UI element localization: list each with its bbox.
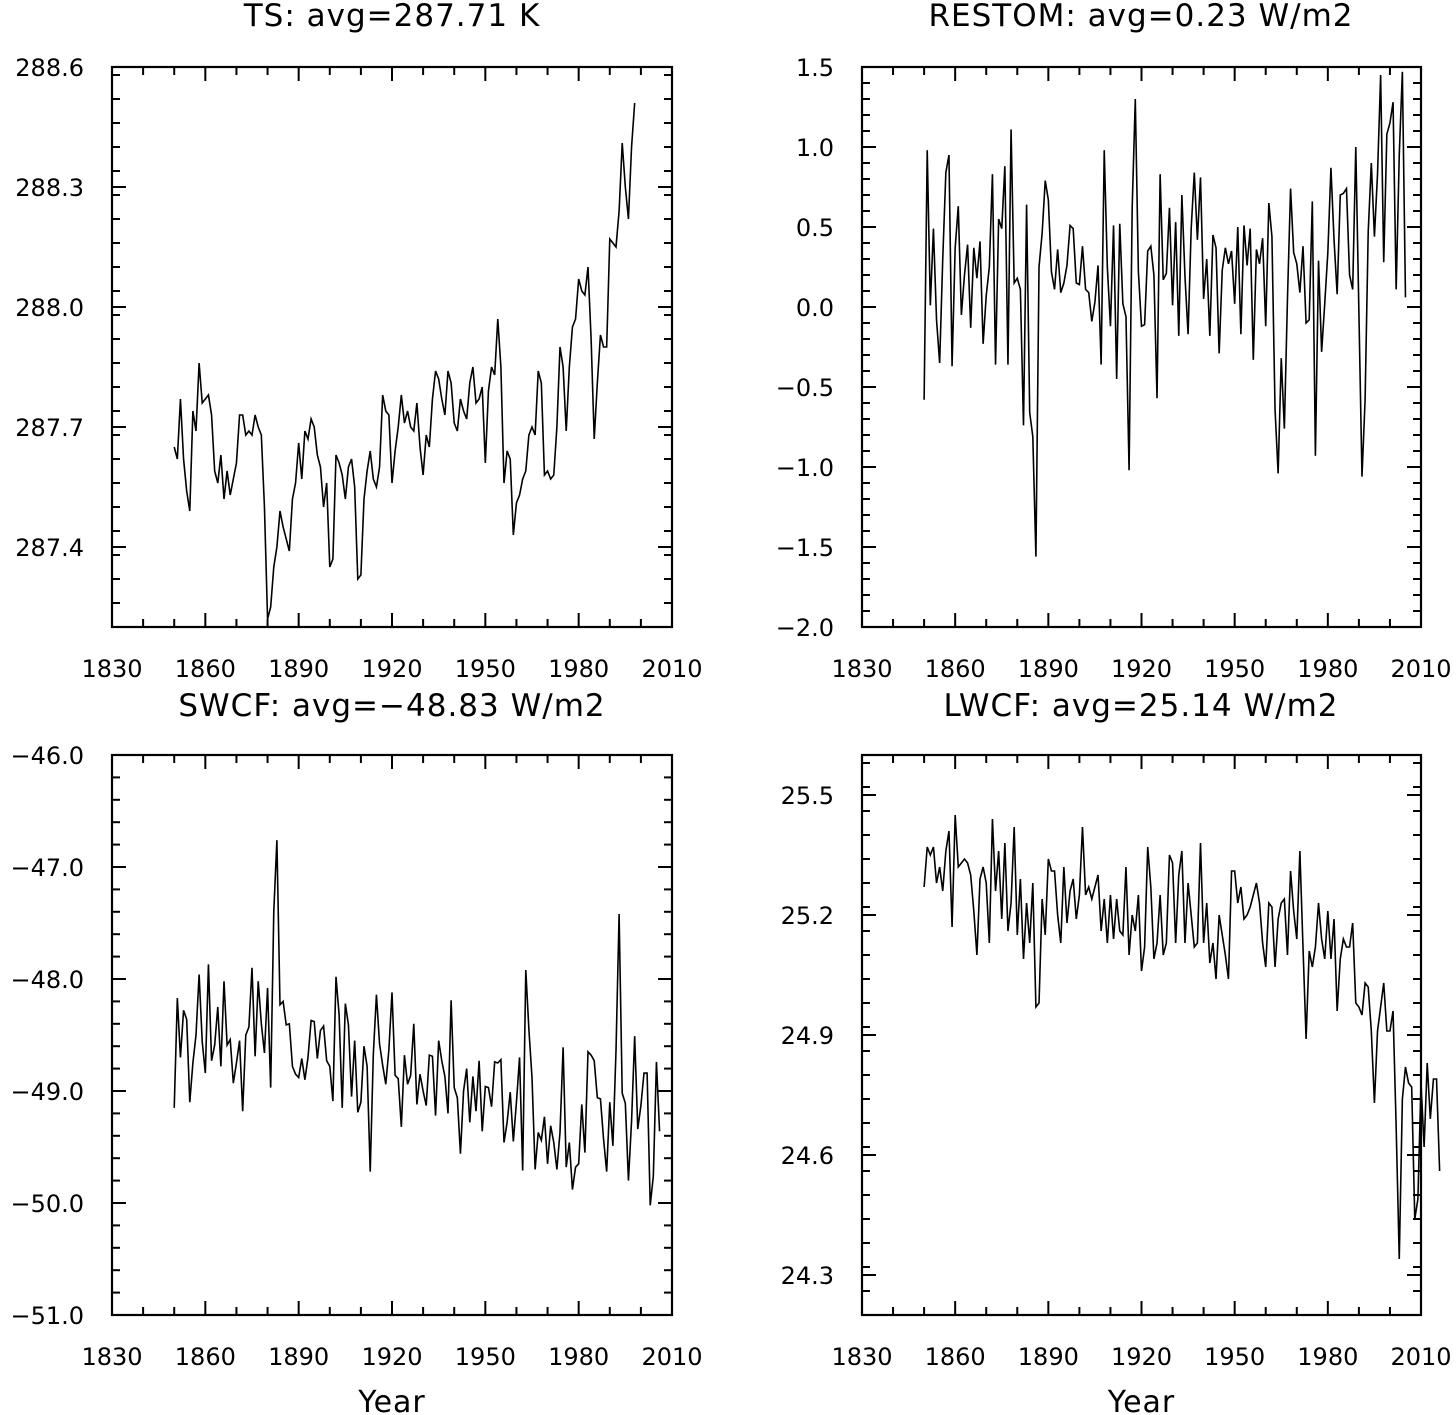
y-tick-label: 25.2 — [781, 902, 834, 930]
series-line — [923, 71, 1407, 557]
x-tick-label: 1980 — [1297, 655, 1358, 683]
y-tick-label: −2.0 — [776, 614, 834, 642]
y-tick-label: 0.5 — [796, 214, 834, 242]
y-tick-label: 287.4 — [15, 534, 84, 562]
x-tick-label: 1950 — [1204, 1343, 1265, 1371]
chart-panel-4: LWCF: avg=25.14 W/m2 1830 1860 1890 1920 1950… — [781, 688, 1452, 1415]
x-tick-label: 2010 — [641, 655, 702, 683]
series-line — [173, 102, 636, 620]
y-tick-label: −0.5 — [776, 374, 834, 402]
x-tick-label: 2010 — [1390, 655, 1451, 683]
y-tick-label: −51.0 — [10, 1302, 84, 1330]
x-tick-label: 2010 — [1390, 1343, 1451, 1371]
x-tick-label: 1950 — [455, 655, 516, 683]
chart-panel-1: TS: avg=287.71 K 1830 1860 1890 1920 1950 1980… — [15, 0, 702, 683]
x-tick-label: 1920 — [1111, 1343, 1172, 1371]
x-tick-label: 1830 — [831, 1343, 892, 1371]
x-tick-label: 1830 — [81, 1343, 142, 1371]
x-tick-label: 1860 — [175, 655, 236, 683]
y-tick-label: −46.0 — [10, 742, 84, 770]
x-axis-label: Year — [357, 1385, 426, 1415]
y-tick-label: 24.9 — [781, 1022, 834, 1050]
x-tick-label: 1950 — [1204, 655, 1265, 683]
series-line — [173, 840, 661, 1206]
plot-frame — [860, 753, 1423, 1317]
y-tick-label: 288.6 — [15, 54, 84, 82]
chart-panel-2: RESTOM: avg=0.23 W/m2 1830 1860 1890 1920 195… — [776, 0, 1452, 683]
x-axis-label: Year — [1107, 1385, 1176, 1415]
x-tick-label: 1890 — [1018, 655, 1079, 683]
chart-title: SWCF: avg=−48.83 W/m2 — [178, 688, 605, 724]
chart-title: TS: avg=287.71 K — [243, 0, 541, 34]
x-tick-label: 1950 — [455, 1343, 516, 1371]
y-tick-label: 25.5 — [781, 782, 834, 810]
x-tick-label: 1920 — [1111, 655, 1172, 683]
x-tick-label: 1920 — [361, 1343, 422, 1371]
series-line — [923, 814, 1441, 1260]
chart-panel-3: SWCF: avg=−48.83 W/m2 1830 1860 1890 1920 195… — [10, 688, 702, 1415]
x-tick-label: 1980 — [548, 1343, 609, 1371]
y-tick-label: −49.0 — [10, 1078, 84, 1106]
x-tick-label: 1890 — [1018, 1343, 1079, 1371]
y-tick-label: 24.3 — [781, 1262, 834, 1290]
y-tick-label: 0.0 — [796, 294, 834, 322]
y-tick-label: 24.6 — [781, 1142, 834, 1170]
x-tick-label: 1860 — [925, 1343, 986, 1371]
x-tick-label: 1890 — [268, 1343, 329, 1371]
y-tick-label: 1.0 — [796, 134, 834, 162]
y-tick-label: 287.7 — [15, 414, 84, 442]
x-tick-label: 1920 — [361, 655, 422, 683]
x-tick-label: 1830 — [831, 655, 892, 683]
plot-frame — [110, 65, 674, 629]
y-tick-label: −47.0 — [10, 854, 84, 882]
x-tick-label: 1860 — [175, 1343, 236, 1371]
y-tick-label: −48.0 — [10, 966, 84, 994]
x-tick-label: 1830 — [81, 655, 142, 683]
y-tick-label: −50.0 — [10, 1190, 84, 1218]
x-tick-label: 1980 — [548, 655, 609, 683]
y-tick-label: 1.5 — [796, 54, 834, 82]
chart-title: LWCF: avg=25.14 W/m2 — [943, 688, 1338, 724]
x-tick-label: 2010 — [641, 1343, 702, 1371]
x-tick-label: 1860 — [925, 655, 986, 683]
chart-title: RESTOM: avg=0.23 W/m2 — [928, 0, 1353, 34]
y-tick-label: −1.5 — [776, 534, 834, 562]
y-tick-label: 288.0 — [15, 294, 84, 322]
x-tick-label: 1980 — [1297, 1343, 1358, 1371]
plot-frame — [860, 65, 1423, 629]
x-tick-label: 1890 — [268, 655, 329, 683]
y-tick-label: 288.3 — [15, 174, 84, 202]
y-tick-label: −1.0 — [776, 454, 834, 482]
